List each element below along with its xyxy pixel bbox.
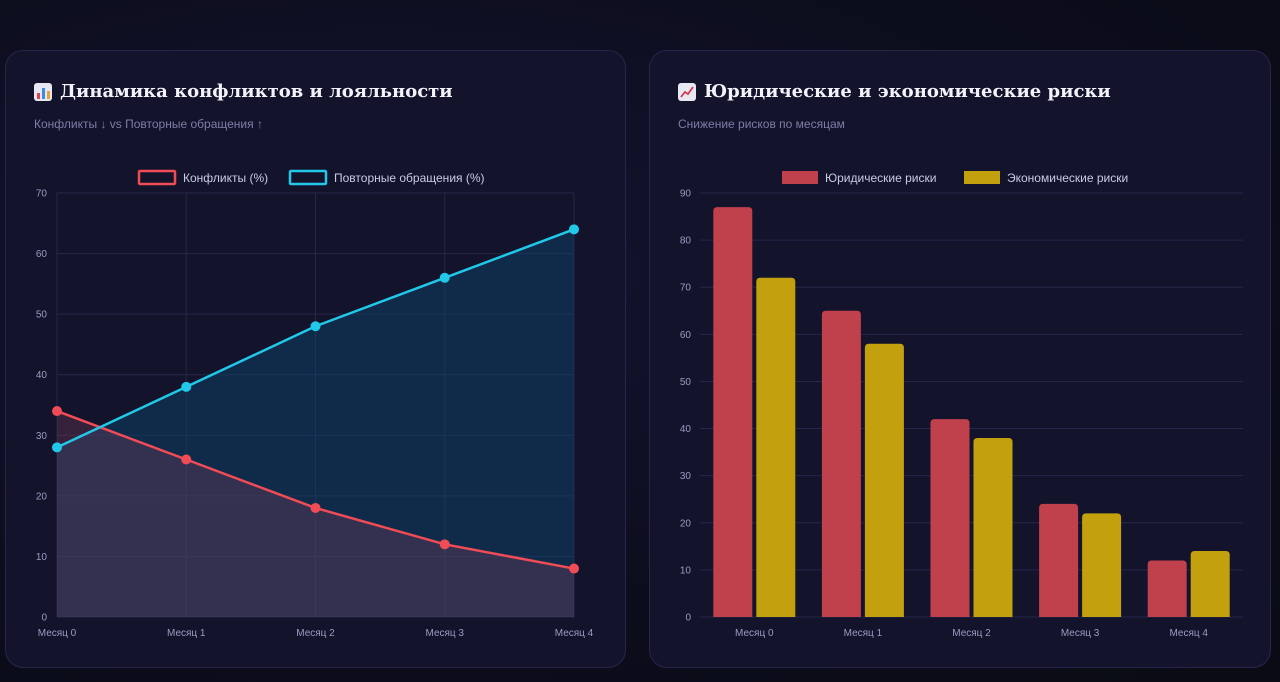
legend-swatch — [782, 171, 818, 184]
y-tick-label: 20 — [680, 518, 692, 529]
bar — [973, 437, 1013, 617]
data-point — [569, 563, 579, 574]
x-tick-label: Месяц 2 — [952, 628, 991, 639]
data-point — [181, 454, 192, 465]
y-tick-label: 50 — [680, 377, 692, 388]
card-title-text: Динамика конфликтов и лояльности — [60, 81, 453, 102]
x-tick-label: Месяц 2 — [296, 628, 335, 639]
legend-swatch — [288, 169, 328, 186]
legend-swatch — [964, 171, 1000, 184]
y-tick-label: 10 — [680, 565, 692, 576]
y-tick-label: 10 — [36, 552, 48, 563]
conflict-loyalty-card: Динамика конфликтов и лояльности Конфлик… — [5, 50, 626, 668]
y-tick-label: 60 — [680, 330, 692, 341]
y-tick-label: 70 — [36, 189, 48, 200]
data-point — [310, 321, 321, 332]
data-point — [439, 539, 450, 550]
bar — [713, 207, 753, 617]
x-tick-label: Месяц 0 — [735, 628, 774, 639]
data-point — [52, 442, 62, 453]
x-tick-label: Месяц 1 — [844, 628, 883, 639]
y-tick-label: 50 — [36, 310, 48, 321]
x-tick-label: Месяц 3 — [426, 628, 465, 639]
bar-chart-icon — [34, 82, 52, 101]
bar — [821, 310, 861, 617]
y-tick-label: 30 — [36, 431, 48, 442]
y-tick-label: 0 — [41, 613, 47, 624]
data-point — [310, 502, 321, 513]
card-subtitle: Конфликты ↓ vs Повторные обращения ↑ — [34, 117, 263, 131]
bar-chart: 0 10 20 30 40 50 60 70 80 90 Месяц 0 Месяц 1 Месяц 2… — [680, 171, 1243, 639]
y-tick-label: 30 — [680, 471, 692, 482]
y-tick-label: 60 — [36, 249, 48, 260]
y-tick-label: 80 — [680, 236, 692, 247]
legal-economic-risks-card: Юридические и экономические риски Снижен… — [649, 50, 1271, 668]
bar — [1147, 560, 1187, 617]
y-tick-label: 70 — [680, 283, 692, 294]
data-point — [439, 272, 450, 283]
data-point — [52, 406, 62, 417]
trend-chart-icon — [678, 82, 696, 101]
x-tick-label: Месяц 3 — [1061, 628, 1100, 639]
x-tick-label: Месяц 1 — [167, 628, 206, 639]
series-area — [57, 229, 574, 618]
card-title: Динамика конфликтов и лояльности — [34, 81, 453, 102]
bar — [1082, 513, 1122, 617]
card-title: Юридические и экономические риски — [678, 81, 1111, 102]
data-point — [569, 224, 579, 235]
bar — [930, 419, 970, 617]
y-tick-label: 40 — [36, 370, 48, 381]
x-tick-label: Месяц 0 — [38, 628, 77, 639]
y-tick-label: 0 — [685, 613, 691, 624]
bar — [864, 343, 904, 617]
legend-swatch — [137, 169, 177, 186]
bar — [1039, 503, 1079, 617]
card-subtitle: Снижение рисков по месяцам — [678, 117, 845, 131]
x-tick-label: Месяц 4 — [555, 628, 594, 639]
legend-label: Конфликты (%) — [183, 171, 268, 185]
legend-label: Повторные обращения (%) — [334, 171, 485, 185]
y-tick-label: 20 — [36, 491, 48, 502]
bar — [1190, 551, 1230, 617]
legend-label: Юридические риски — [825, 171, 936, 185]
data-point — [181, 381, 192, 392]
line-area-chart: 0 10 20 30 40 50 60 70 Месяц 0 Месяц 1 Месяц 2 Меся… — [36, 169, 594, 639]
bar — [756, 277, 796, 617]
card-title-text: Юридические и экономические риски — [704, 81, 1111, 102]
x-tick-label: Месяц 4 — [1169, 628, 1208, 639]
legend-label: Экономические риски — [1007, 171, 1128, 185]
y-tick-label: 40 — [680, 424, 692, 435]
y-tick-label: 90 — [680, 189, 692, 200]
